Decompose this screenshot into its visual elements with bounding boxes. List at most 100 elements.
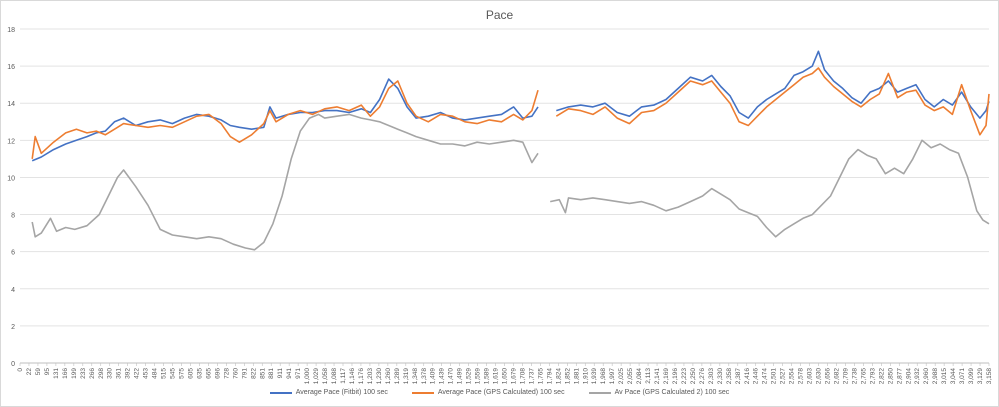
series-lines	[31, 50, 990, 251]
x-tick-label: 822	[250, 368, 257, 379]
legend-item-fitbit: Average Pace (Fitbit) 100 sec	[269, 389, 388, 396]
x-tick-label: 392	[125, 368, 132, 379]
legend-swatch-fitbit	[269, 391, 292, 394]
x-tick-label: 1,708	[519, 368, 526, 385]
x-tick-label: 1,529	[466, 368, 473, 385]
gridlines	[20, 28, 989, 327]
x-tick-label: 1,319	[403, 368, 410, 385]
x-tick-label: 2,358	[726, 368, 733, 385]
x-tick-label: 1,968	[600, 368, 607, 385]
x-tick-label: 1,619	[493, 368, 500, 385]
x-tick-label: 1,029	[313, 368, 320, 385]
x-tick-label: 791	[241, 368, 248, 379]
y-tick-label: 8	[11, 213, 15, 220]
x-tick-label: 3,129	[977, 368, 984, 385]
x-tick-label: 515	[161, 368, 168, 379]
x-tick-label: 3,044	[950, 368, 957, 385]
x-tick-label: 971	[295, 368, 302, 379]
series-line-2-segment-0	[31, 113, 539, 251]
x-axis-tick-labels: 0 22 59 95 131 166 199 233 266 298 330 361 392 422 453…	[17, 368, 993, 385]
x-tick-label: 2,709	[842, 368, 849, 385]
x-tick-label: 1,650	[502, 368, 509, 385]
x-tick-label: 1,824	[555, 368, 562, 385]
x-tick-label: 2,603	[807, 368, 814, 385]
x-tick-label: 2,765	[860, 368, 867, 385]
x-tick-label: 1,289	[394, 368, 401, 385]
x-tick-label: 59	[35, 368, 42, 376]
x-tick-label: 1,589	[484, 368, 491, 385]
legend: Average Pace (Fitbit) 100 sec Average Pa…	[0, 389, 999, 396]
x-tick-label: 1,260	[385, 368, 392, 385]
x-tick-label: 2,793	[869, 368, 876, 385]
x-tick-label: 605	[187, 368, 194, 379]
x-tick-label: 2,960	[923, 368, 930, 385]
x-axis	[19, 362, 990, 366]
x-tick-label: 1,794	[546, 368, 553, 385]
y-tick-label: 0	[11, 361, 15, 368]
x-tick-label: 1,439	[439, 368, 446, 385]
x-tick-label: 2,446	[753, 368, 760, 385]
series-line-0-segment-0	[31, 78, 539, 162]
legend-label-fitbit: Average Pace (Fitbit) 100 sec	[295, 389, 388, 396]
x-tick-label: 1,230	[376, 368, 383, 385]
x-tick-label: 3,158	[986, 368, 993, 385]
series-line-0-segment-1	[556, 50, 990, 119]
x-tick-label: 2,850	[887, 368, 894, 385]
x-tick-label: 3,071	[959, 368, 966, 385]
x-tick-label: 233	[80, 368, 87, 379]
x-tick-label: 1,058	[322, 368, 329, 385]
x-tick-label: 330	[107, 368, 114, 379]
x-tick-label: 361	[116, 368, 123, 379]
x-tick-label: 1,997	[609, 368, 616, 385]
x-tick-label: 2,527	[780, 368, 787, 385]
x-tick-label: 696	[214, 368, 221, 379]
x-tick-label: 851	[259, 368, 266, 379]
x-tick-label: 2,501	[771, 368, 778, 385]
legend-label-gps2: Av Pace (GPS Calculated 2) 100 sec	[614, 389, 730, 396]
x-tick-label: 199	[71, 368, 78, 379]
x-tick-label: 2,822	[878, 368, 885, 385]
x-tick-label: 2,141	[654, 368, 661, 385]
x-tick-label: 2,196	[672, 368, 679, 385]
x-tick-label: 131	[53, 368, 60, 379]
x-tick-label: 2,055	[627, 368, 634, 385]
x-tick-label: 2,578	[798, 368, 805, 385]
y-tick-label: 16	[7, 64, 15, 71]
x-tick-label: 1,559	[475, 368, 482, 385]
x-tick-label: 1,470	[448, 368, 455, 385]
x-tick-label: 2,025	[618, 368, 625, 385]
x-tick-label: 2,223	[681, 368, 688, 385]
x-tick-label: 1,939	[591, 368, 598, 385]
x-tick-label: 453	[143, 368, 150, 379]
x-tick-label: 266	[89, 368, 96, 379]
x-tick-label: 1,881	[573, 368, 580, 385]
x-tick-label: 635	[196, 368, 203, 379]
x-tick-label: 665	[205, 368, 212, 379]
x-tick-label: 941	[286, 368, 293, 379]
x-tick-label: 298	[98, 368, 105, 379]
legend-item-gps2: Av Pace (GPS Calculated 2) 100 sec	[588, 389, 730, 396]
x-tick-label: 3,015	[941, 368, 948, 385]
series-line-2-segment-1	[550, 139, 990, 238]
y-tick-label: 2	[11, 324, 15, 331]
series-line-1-segment-0	[31, 80, 539, 160]
y-tick-label: 18	[7, 27, 15, 34]
x-tick-label: 2,554	[789, 368, 796, 385]
x-tick-label: 1,499	[457, 368, 464, 385]
x-tick-label: 166	[62, 368, 69, 379]
x-tick-label: 1,765	[537, 368, 544, 385]
x-tick-label: 2,656	[825, 368, 832, 385]
x-tick-label: 881	[268, 368, 275, 379]
x-tick-label: 1,348	[412, 368, 419, 385]
legend-item-gps: Average Pace (GPS Calculated) 100 sec	[411, 389, 565, 396]
x-tick-label: 2,877	[896, 368, 903, 385]
x-tick-label: 1,117	[340, 368, 347, 384]
x-tick-label: 911	[277, 368, 284, 379]
x-tick-label: 2,474	[762, 368, 769, 385]
x-tick-label: 2,330	[717, 368, 724, 385]
x-tick-label: 2,250	[690, 368, 697, 385]
x-tick-label: 2,682	[833, 368, 840, 385]
x-tick-label: 1,203	[367, 368, 374, 385]
y-tick-label: 6	[11, 250, 15, 257]
